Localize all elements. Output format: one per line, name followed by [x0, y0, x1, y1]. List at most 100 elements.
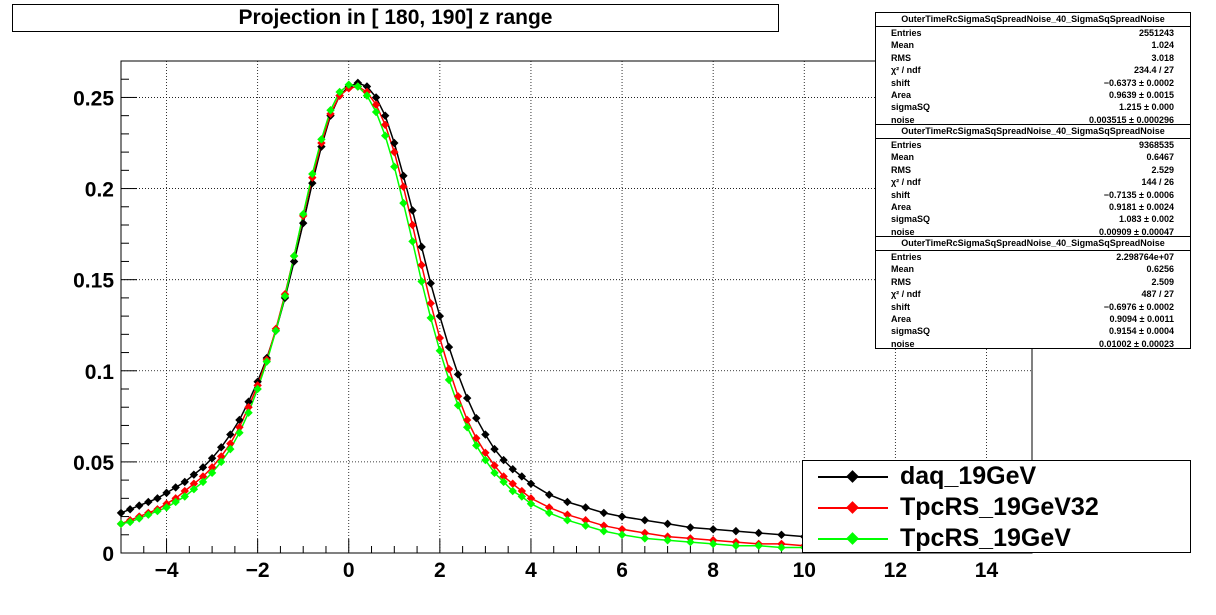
stats-row: sigmaSQ 1.215 ± 0.000: [876, 101, 1190, 113]
data-point: [399, 182, 408, 191]
stats-key: χ² / ndf: [891, 289, 921, 300]
stats-row: Area 0.9094 ± 0.0011: [876, 313, 1190, 325]
data-point: [362, 91, 372, 100]
data-point: [217, 452, 226, 461]
stats-key: RMS: [891, 52, 911, 63]
stats-key: shift: [891, 301, 910, 312]
data-point: [544, 508, 554, 518]
data-point: [371, 100, 381, 109]
stats-value: 2551243: [1138, 28, 1174, 38]
data-point: [408, 206, 417, 215]
data-point: [244, 397, 253, 406]
data-point: [526, 479, 536, 488]
stats-value: 0.9639 ± 0.0015: [1109, 89, 1174, 100]
data-point: [244, 403, 253, 412]
x-tick-label: 12: [884, 559, 907, 582]
data-point: [481, 448, 490, 457]
data-point: [517, 492, 527, 501]
stats-value: 0.9094 ± 0.0011: [1109, 313, 1175, 324]
data-point: [262, 357, 271, 366]
stats-row: noise 0.00909 ± 0.00047: [876, 226, 1190, 238]
data-point: [481, 430, 490, 439]
stats-key: χ² / ndf: [891, 65, 921, 76]
stats-row: Area 0.9181 ± 0.0024: [876, 201, 1190, 213]
data-point: [453, 370, 463, 379]
data-point: [135, 501, 144, 510]
data-point: [581, 516, 590, 525]
data-point: [135, 514, 144, 523]
stats-box-title: OuterTimeRcSigmaSqSpreadNoise_40_SigmaSq…: [876, 125, 1190, 139]
data-point: [144, 497, 153, 507]
data-point: [490, 468, 499, 478]
legend: daq_19GeV TpcRS_19GeV32 TpcRS_19GeV: [802, 460, 1191, 553]
data-point: [444, 375, 454, 385]
data-point: [686, 523, 695, 532]
data-point: [162, 488, 171, 498]
stats-key: Area: [891, 89, 912, 100]
legend-entry-daq: daq_19GeV: [803, 461, 1190, 492]
data-point: [453, 392, 463, 401]
stats-value: 0.00909 ± 0.00047: [1098, 226, 1174, 237]
stats-row: noise 0.01002 ± 0.00023: [876, 338, 1190, 350]
data-point: [244, 408, 253, 417]
y-tick-label: 0.2: [85, 179, 114, 202]
stats-key: sigmaSQ: [891, 214, 931, 225]
stats-key: noise: [891, 114, 915, 125]
data-point: [198, 472, 208, 481]
stats-row: Mean 0.6256: [876, 263, 1190, 275]
data-point: [663, 519, 672, 529]
stats-key: Entries: [891, 140, 922, 150]
stats-key: shift: [891, 189, 910, 200]
data-point: [308, 178, 317, 188]
stats-value: 0.6256: [1146, 264, 1174, 275]
data-point: [235, 428, 244, 437]
data-point: [326, 106, 335, 115]
data-point: [207, 463, 217, 472]
data-point: [472, 413, 481, 423]
legend-label: TpcRS_19GeV: [900, 524, 1071, 552]
data-point: [371, 93, 381, 102]
data-point: [453, 401, 463, 410]
stats-value: 0.003515 ± 0.000296: [1088, 114, 1174, 125]
data-point: [153, 494, 162, 503]
data-point: [617, 530, 627, 539]
data-point: [444, 342, 454, 352]
data-point: [581, 521, 590, 530]
x-tick-label: −2: [246, 559, 270, 582]
x-tick-label: 6: [616, 559, 628, 582]
data-point: [499, 472, 508, 481]
stats-value: 2.529: [1151, 164, 1174, 175]
y-tick-label: 0.1: [85, 361, 115, 384]
stats-value: 2.298764e+07: [1116, 252, 1174, 262]
data-point: [390, 162, 399, 171]
stats-box: OuterTimeRcSigmaSqSpreadNoise_40_SigmaSq…: [875, 12, 1191, 125]
data-point: [462, 415, 472, 425]
data-point: [754, 541, 763, 550]
data-point: [526, 494, 536, 503]
stats-value: 234.4 / 27: [1133, 65, 1174, 76]
data-point: [289, 251, 299, 261]
data-point: [731, 541, 741, 550]
data-point: [777, 543, 786, 552]
data-point: [708, 539, 718, 549]
stats-value: 0.9154 ± 0.0004: [1109, 326, 1174, 337]
data-point: [640, 516, 650, 525]
data-point: [289, 257, 299, 266]
data-point: [207, 468, 217, 478]
stats-row: Mean 0.6467: [876, 151, 1190, 163]
data-point: [499, 455, 508, 465]
data-point: [380, 111, 390, 120]
data-point: [517, 486, 527, 496]
data-point: [617, 525, 627, 534]
data-point: [253, 384, 262, 394]
data-point: [344, 80, 353, 89]
data-point: [777, 530, 786, 539]
stats-row: χ² / ndf 144 / 26: [876, 176, 1190, 188]
data-point: [508, 464, 517, 474]
stats-key: χ² / ndf: [891, 177, 921, 188]
data-point: [508, 479, 517, 488]
data-point: [708, 525, 718, 534]
x-tick-label: 8: [707, 559, 719, 582]
data-point: [563, 510, 572, 519]
stats-value: −0.7135 ± 0.0006: [1103, 189, 1174, 200]
